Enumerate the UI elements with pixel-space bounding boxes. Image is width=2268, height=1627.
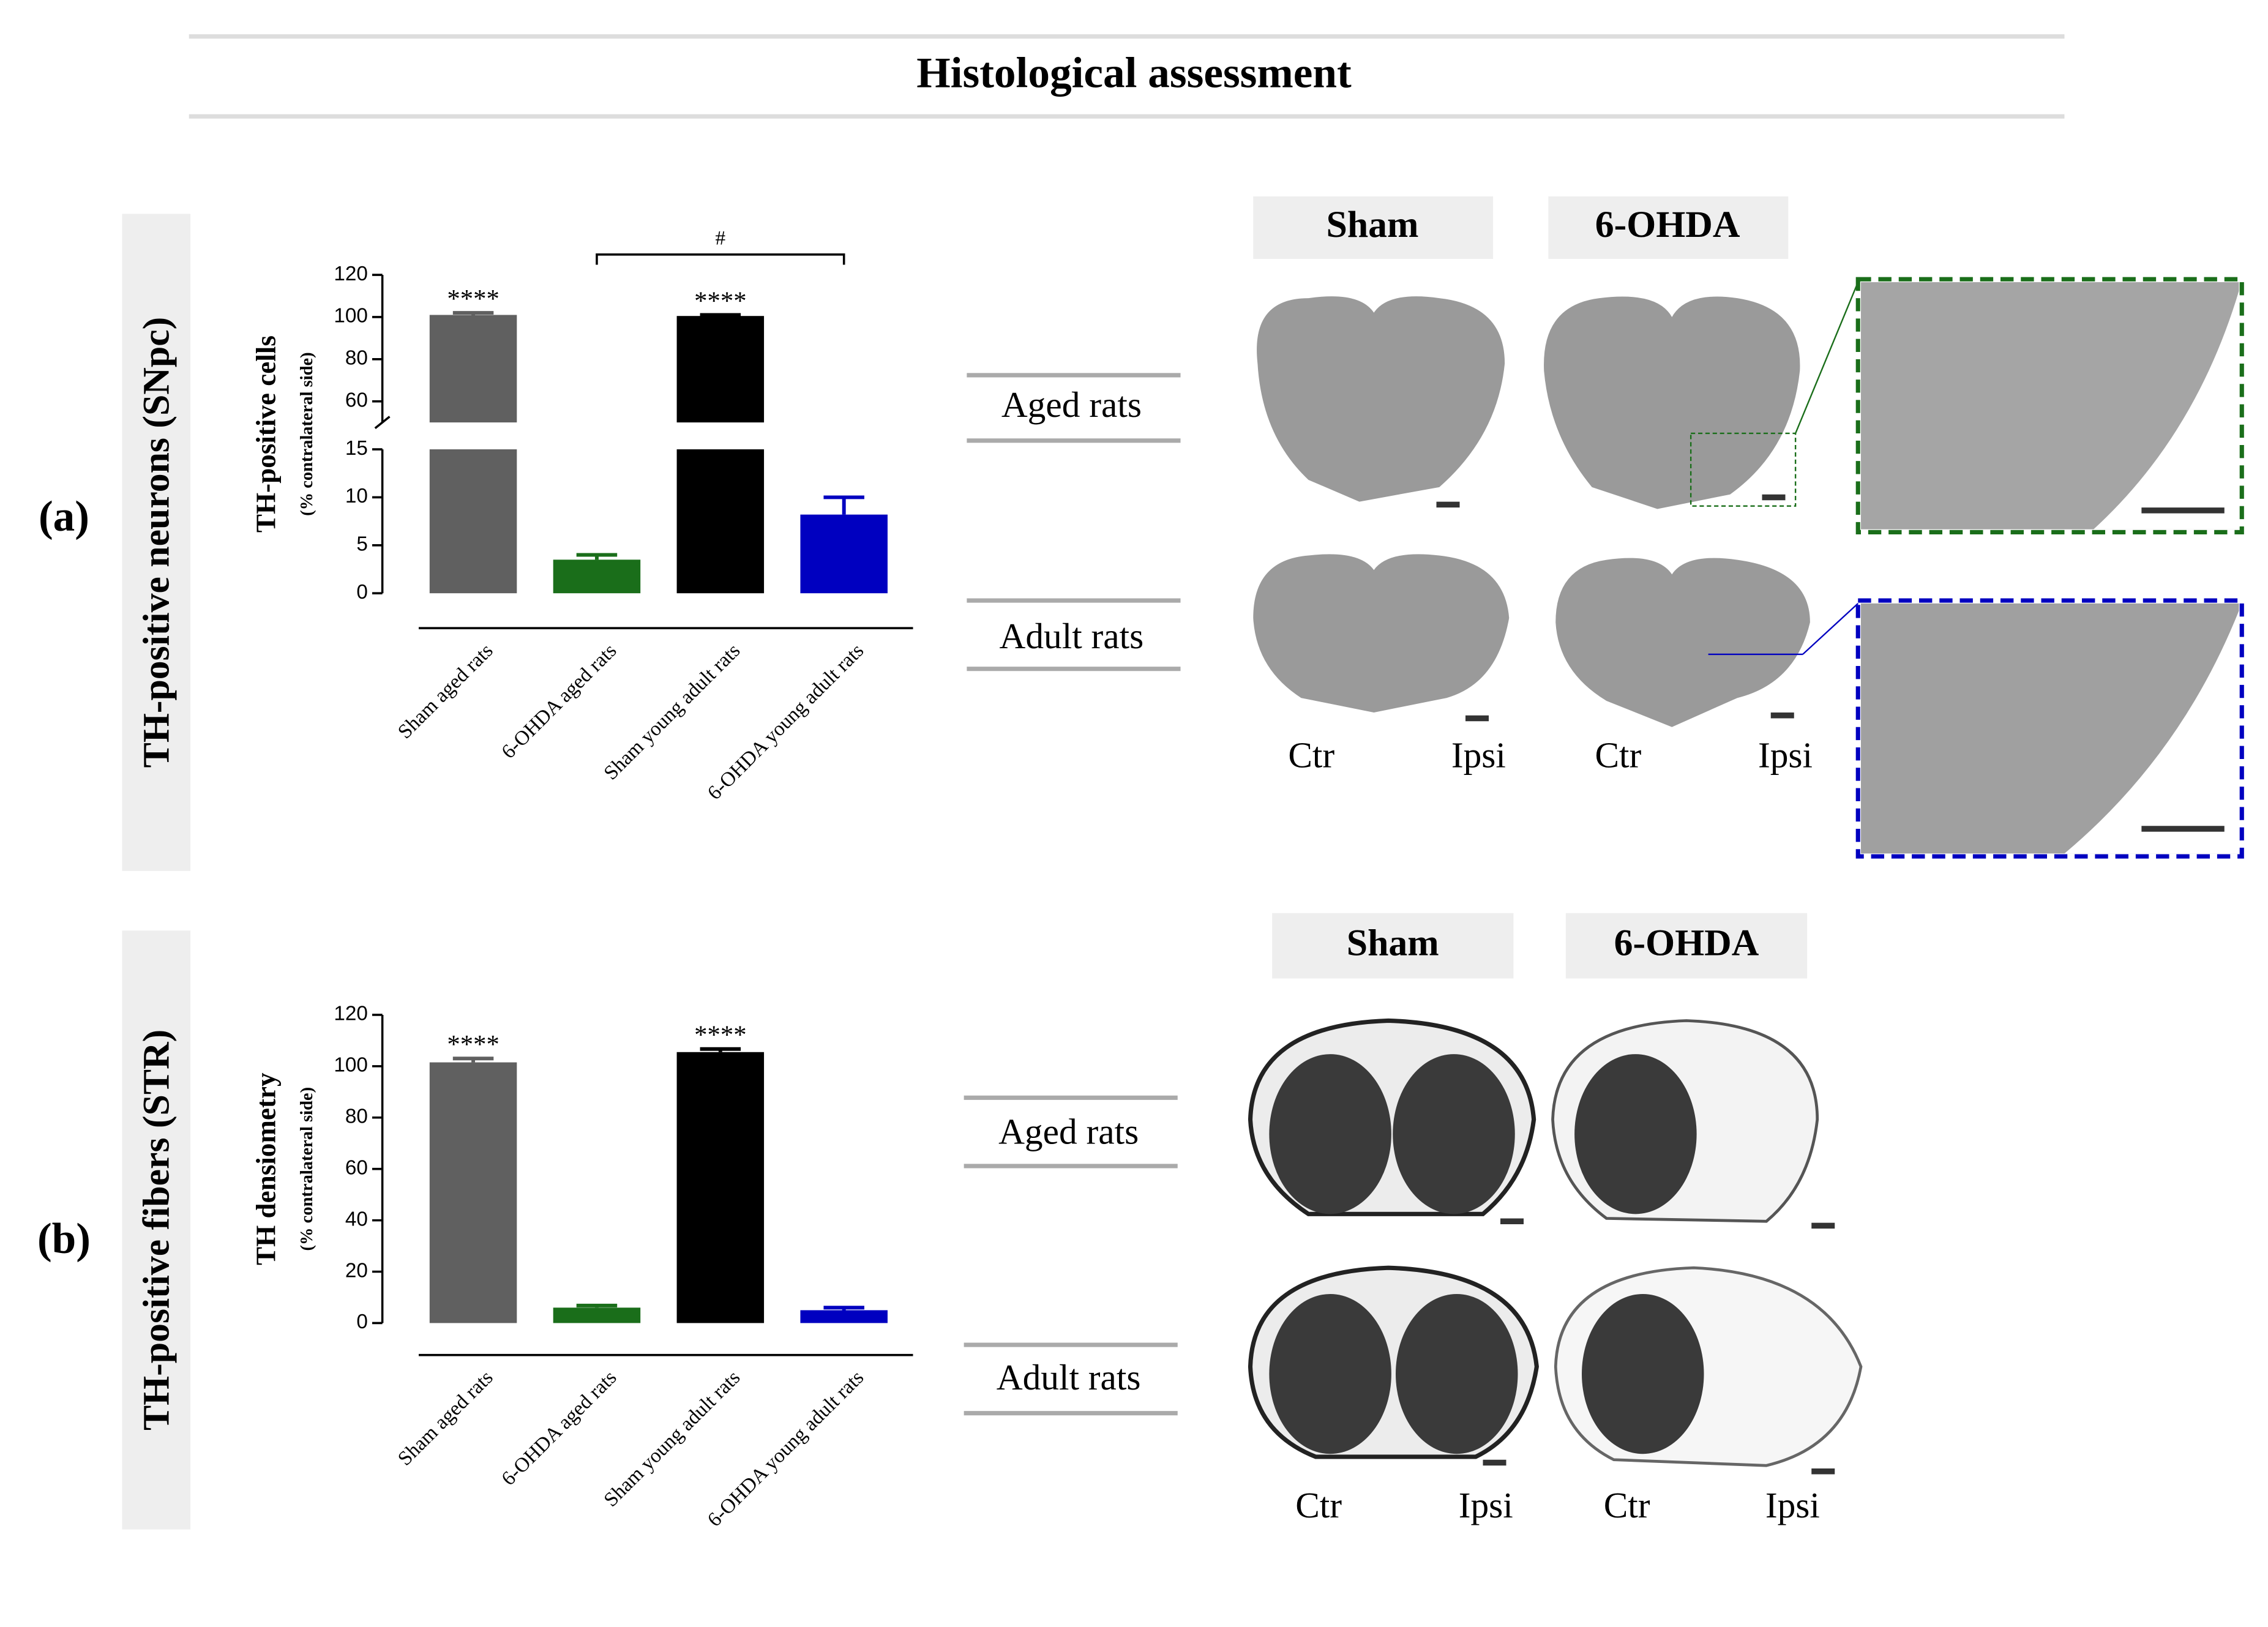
row-label: Adult rats <box>997 1357 1141 1397</box>
zoom-box <box>1855 598 2244 859</box>
x-tick-label: Sham young adult rats <box>599 1366 744 1511</box>
y-tick-label: 5 <box>356 533 368 556</box>
bar <box>429 1062 517 1323</box>
significance: **** <box>694 1021 747 1050</box>
figure-title: Histological assessment <box>916 49 1352 97</box>
error-bar <box>700 1047 741 1052</box>
y-tick-label: 60 <box>345 1156 368 1179</box>
side-tag: Ctr <box>1295 1485 1342 1525</box>
x-tick-label: Sham young adult rats <box>599 639 744 784</box>
bar <box>800 1310 888 1323</box>
row-rules <box>964 1095 1178 1416</box>
error-bar <box>700 313 741 317</box>
significance: **** <box>447 285 500 313</box>
zoom-box <box>1855 277 2244 534</box>
side-tag: Ipsi <box>1765 1485 1820 1525</box>
y-tick-label: 100 <box>334 1054 367 1077</box>
significance: **** <box>694 286 747 315</box>
bar <box>553 559 641 594</box>
error-bar <box>576 553 618 560</box>
bar <box>676 449 765 594</box>
y-axis-label: TH densiometry <box>251 1072 282 1265</box>
column-header: Sham <box>1327 204 1419 245</box>
y-tick-label: 0 <box>356 1311 368 1333</box>
side-tag: Ctr <box>1604 1485 1650 1525</box>
header-box <box>1565 913 1808 979</box>
error-bar <box>823 495 864 515</box>
column-header: Sham <box>1347 922 1439 963</box>
header-box <box>1548 196 1789 259</box>
header-box <box>1272 913 1514 979</box>
row-label: Adult rats <box>999 616 1143 656</box>
y-tick-label: 120 <box>334 1003 367 1025</box>
side-tag: Ipsi <box>1459 1485 1513 1525</box>
y-tick-label: 100 <box>334 305 367 327</box>
y-tick-label: 40 <box>345 1208 368 1230</box>
bar <box>676 316 765 423</box>
row-label: Aged rats <box>998 1112 1139 1152</box>
bar <box>800 514 888 594</box>
row-label: Aged rats <box>1001 384 1142 425</box>
y-tick-label: 0 <box>356 581 368 604</box>
bar <box>429 315 517 423</box>
error-bar <box>452 1057 494 1063</box>
bar <box>429 449 517 594</box>
axis-break <box>374 416 391 430</box>
error-bar <box>823 1306 864 1311</box>
y-tick-label: 80 <box>345 1105 368 1128</box>
error-bar <box>576 1303 618 1308</box>
y-tick-label: 10 <box>345 485 368 507</box>
y-tick-label: 15 <box>345 437 368 460</box>
x-tick-label: 6-OHDA aged rats <box>497 1366 621 1490</box>
x-tick-label: 6-OHDA aged rats <box>497 639 621 763</box>
x-tick-label: Sham aged rats <box>394 639 498 743</box>
bar <box>553 1307 641 1323</box>
zoom-line <box>1795 282 1859 434</box>
side-tag: Ipsi <box>1451 735 1506 776</box>
side-tag: Ctr <box>1595 735 1641 776</box>
micrographs <box>1253 282 2239 854</box>
side-label: TH-positive neurons (SNpc) <box>135 317 177 768</box>
side-band <box>122 214 191 871</box>
column-header: 6-OHDA <box>1595 204 1740 245</box>
column-header: 6-OHDA <box>1614 922 1759 963</box>
striatum-micrographs <box>1248 1018 1863 1467</box>
comparison-label: # <box>716 227 726 250</box>
y-axis-sublabel: (% contralateral side) <box>298 352 316 516</box>
zoom-line <box>1802 602 1859 655</box>
y-axis-label: TH-positive cells <box>251 335 282 533</box>
y-tick-label: 20 <box>345 1259 368 1282</box>
y-tick-label: 120 <box>334 263 367 285</box>
error-bar <box>452 311 494 315</box>
header-box <box>1253 196 1494 259</box>
panel-label: (a) <box>39 493 89 540</box>
side-band <box>122 930 191 1530</box>
x-tick-label: Sham aged rats <box>394 1366 498 1470</box>
zoom-clip <box>2064 291 2239 854</box>
side-tag: Ipsi <box>1758 735 1813 776</box>
row-rules <box>967 373 1181 671</box>
comparison-bracket <box>596 253 845 265</box>
y-tick-label: 80 <box>345 347 368 370</box>
bar <box>676 1052 765 1323</box>
y-tick-label: 60 <box>345 389 368 411</box>
scale-bars <box>1436 494 2225 1475</box>
zoom-region <box>1690 432 1797 507</box>
side-label: TH-positive fibers (STR) <box>135 1030 177 1431</box>
significance: **** <box>447 1030 500 1059</box>
y-axis-sublabel: (% contralateral side) <box>298 1087 316 1251</box>
side-tag: Ctr <box>1288 735 1334 776</box>
panel-label: (b) <box>37 1215 91 1263</box>
